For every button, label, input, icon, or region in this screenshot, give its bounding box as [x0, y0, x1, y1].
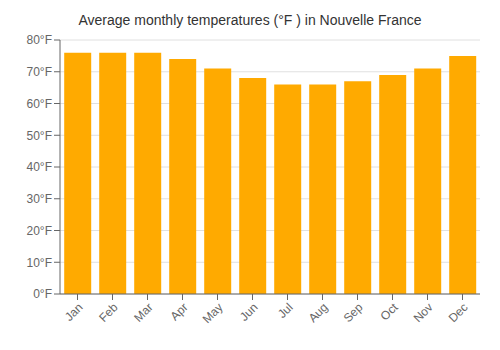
svg-text:40°F: 40°F: [27, 160, 52, 174]
svg-text:20°F: 20°F: [27, 224, 52, 238]
svg-text:10°F: 10°F: [27, 256, 52, 270]
html-text:Average monthly temperatures (: Average monthly temperatures (°F ) in No…: [78, 12, 422, 28]
svg-text:Nov: Nov: [411, 300, 436, 325]
svg-text:Sep: Sep: [341, 300, 366, 325]
svg-text:Dec: Dec: [446, 300, 471, 325]
svg-text:70°F: 70°F: [27, 65, 52, 79]
svg-text:30°F: 30°F: [27, 192, 52, 206]
svg-text:Mar: Mar: [131, 300, 156, 325]
svg-text:50°F: 50°F: [27, 129, 52, 143]
svg-text:Jan: Jan: [62, 300, 86, 324]
svg-text:Jul: Jul: [275, 300, 296, 321]
svg-text:Aug: Aug: [306, 300, 331, 325]
svg-text:0°F: 0°F: [33, 287, 52, 301]
svg-text:60°F: 60°F: [27, 97, 52, 111]
svg-text:May: May: [200, 300, 226, 326]
svg-text:Oct: Oct: [378, 300, 402, 324]
svg-text:Feb: Feb: [96, 300, 121, 325]
svg-text:Jun: Jun: [237, 300, 261, 324]
svg-text:80°F: 80°F: [27, 33, 52, 47]
svg-text:Apr: Apr: [168, 300, 191, 323]
